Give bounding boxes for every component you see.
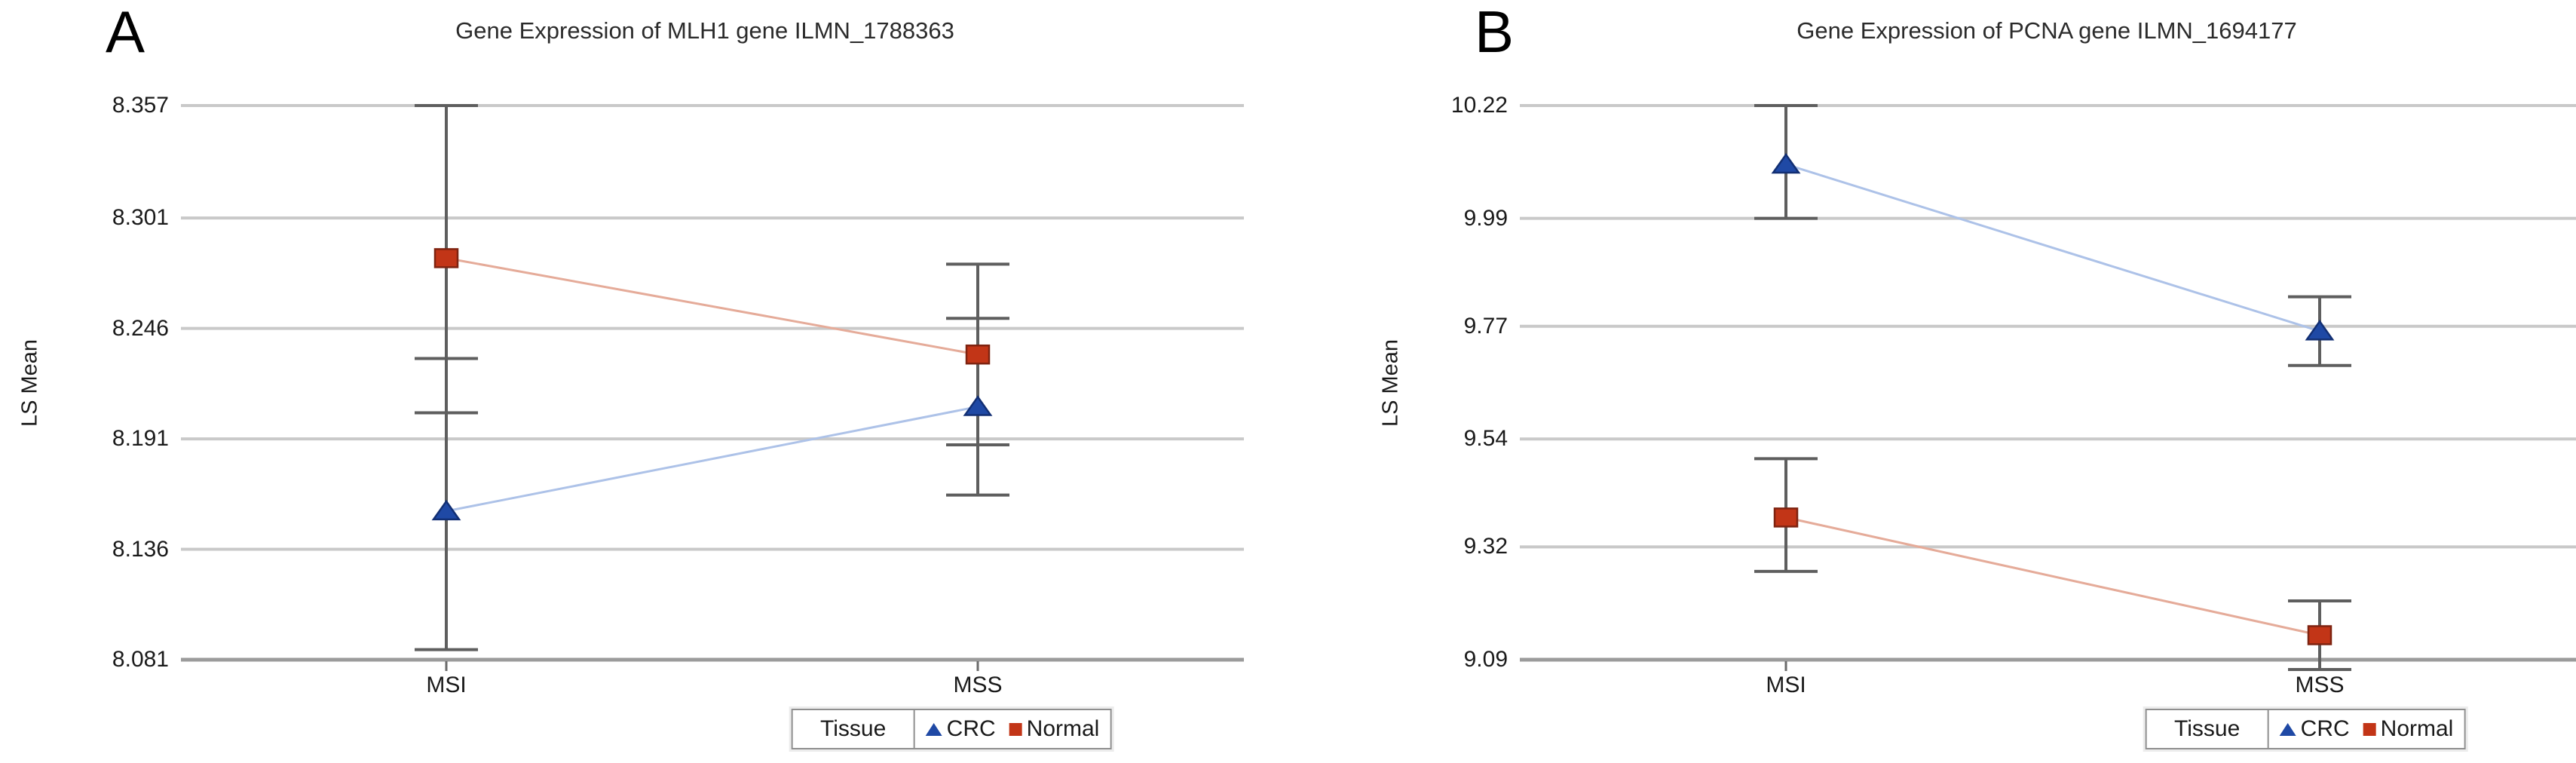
- legend-square-icon: [1009, 722, 1022, 736]
- legend-entry-label: Normal: [1026, 716, 1100, 741]
- series-line-crc: [446, 405, 979, 513]
- legend-entry: Normal: [2363, 716, 2454, 742]
- legend-entry-label: CRC: [946, 716, 996, 741]
- legend-entry-label: CRC: [2300, 716, 2350, 741]
- marker-square-normal: [433, 248, 459, 268]
- legend-triangle-icon: [2279, 722, 2296, 736]
- y-tick-label: 8.191: [112, 426, 169, 452]
- legend-entry: Normal: [1009, 716, 1100, 742]
- x-category-label: MSI: [1766, 673, 1806, 697]
- marker-triangle-crc: [431, 499, 461, 521]
- marker-triangle-crc: [1771, 152, 1801, 174]
- y-tick-label: 9.54: [1463, 426, 1508, 452]
- marker-square-normal: [965, 344, 991, 365]
- legend-square-icon: [2363, 722, 2376, 736]
- x-category-label: MSS: [2295, 673, 2345, 697]
- legend-entries: CRC Normal: [2269, 710, 2464, 748]
- marker-square-normal: [2307, 625, 2332, 645]
- chart-title: Gene Expression of PCNA gene ILMN_169417…: [1796, 17, 2297, 44]
- legend-title: Tissue: [793, 710, 915, 748]
- legend-title: Tissue: [2147, 710, 2269, 748]
- y-axis-label: LS Mean: [17, 339, 42, 427]
- y-axis-label: LS Mean: [1378, 339, 1403, 427]
- y-tick-label: 8.136: [112, 536, 169, 562]
- marker-square-normal: [1773, 507, 1799, 528]
- series-line-normal: [1785, 516, 2320, 636]
- legend-entry: CRC: [925, 716, 996, 742]
- y-tick-label: 9.77: [1463, 313, 1508, 339]
- legend-entry-label: Normal: [2380, 716, 2454, 741]
- series-line-normal: [446, 256, 979, 356]
- y-tick-label: 8.081: [112, 647, 169, 672]
- y-tick-label: 9.99: [1463, 205, 1508, 231]
- y-tick-label: 10.22: [1450, 93, 1508, 118]
- legend-triangle-icon: [925, 722, 942, 736]
- marker-triangle-crc: [2305, 320, 2335, 341]
- legend-entry: CRC: [2279, 716, 2350, 742]
- x-category-label: MSS: [953, 673, 1003, 697]
- series-line-crc: [1785, 163, 2320, 332]
- y-tick-label: 8.246: [112, 315, 169, 341]
- y-tick-label: 9.09: [1463, 647, 1508, 672]
- y-tick-label: 8.301: [112, 205, 169, 231]
- chart-title: Gene Expression of MLH1 gene ILMN_178836…: [455, 17, 954, 44]
- y-tick-label: 9.32: [1463, 534, 1508, 559]
- y-tick-label: 8.357: [112, 93, 169, 118]
- panel-label: A: [106, 0, 145, 65]
- marker-triangle-crc: [963, 395, 993, 416]
- legend-box: Tissue CRC Normal: [2145, 709, 2466, 749]
- legend-box: Tissue CRC Normal: [791, 709, 1112, 749]
- x-category-label: MSI: [426, 673, 467, 697]
- legend-entries: CRC Normal: [915, 710, 1110, 748]
- panel-label: B: [1475, 0, 1515, 65]
